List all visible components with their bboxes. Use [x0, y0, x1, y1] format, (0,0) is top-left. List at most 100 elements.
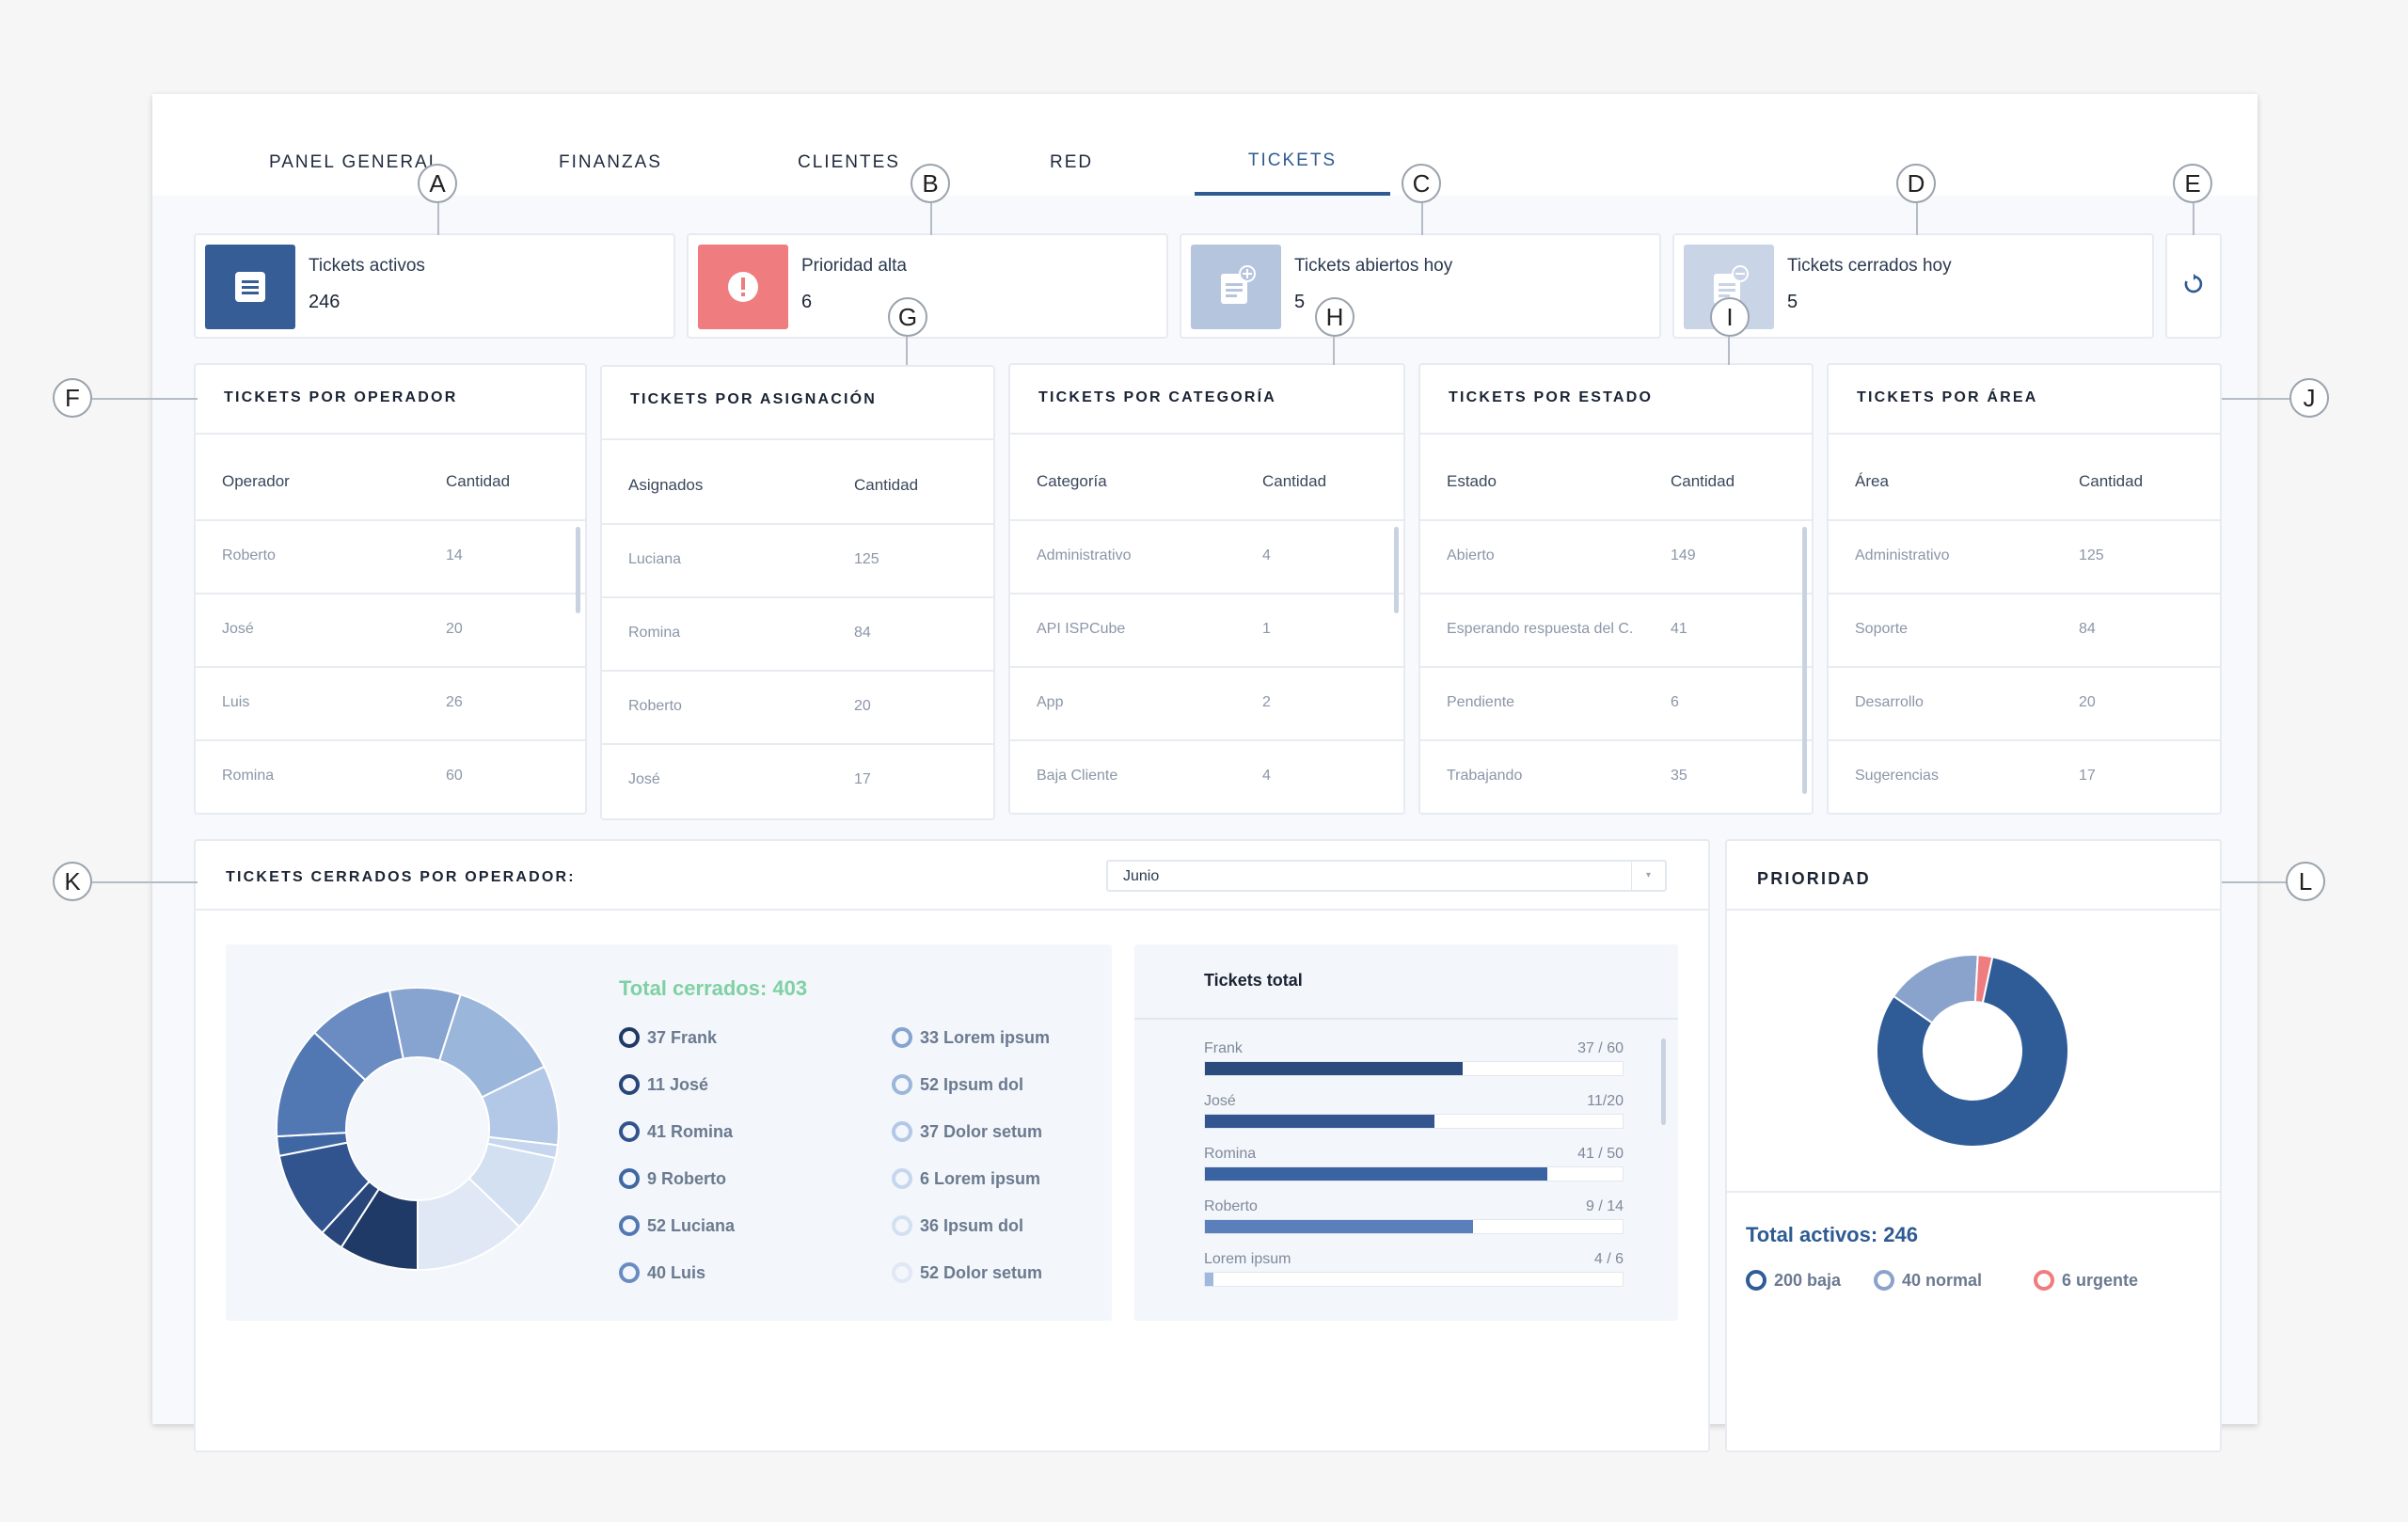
progress-bar-fill [1205, 1115, 1435, 1128]
progress-bar-fill [1205, 1062, 1463, 1075]
callout-label: A [418, 164, 457, 203]
scrollbar[interactable] [1661, 1038, 1666, 1125]
tab-clientes[interactable]: CLIENTES [798, 152, 900, 172]
legend-item: 200 baja [1746, 1270, 1841, 1291]
legend-item: 6 urgente [2034, 1270, 2138, 1291]
document-plus-icon [1191, 245, 1281, 329]
legend-item: 52 Luciana [619, 1215, 735, 1236]
table-row: José 17 [602, 743, 993, 816]
callout-label: G [888, 297, 927, 337]
bar-value: 41 / 50 [1577, 1146, 1624, 1162]
stat-value: 5 [1294, 292, 1306, 312]
bar-value: 37 / 60 [1577, 1040, 1624, 1056]
legend-item: 37 Frank [619, 1027, 717, 1048]
table-row: Luciana 125 [602, 523, 993, 596]
stat-card-active: Tickets activos 246 [194, 233, 675, 339]
callout-label: E [2173, 164, 2212, 203]
tab-tickets[interactable]: TICKETS [1195, 139, 1390, 196]
table-row: Luis 26 [196, 666, 585, 739]
panel-priority: PRIORIDAD Total activos: 246 200 baja 40… [1725, 839, 2222, 1452]
total-active: Total activos: 246 [1746, 1223, 1918, 1246]
panel-title: TICKETS CERRADOS POR OPERADOR: [226, 869, 576, 885]
progress-bar [1204, 1061, 1624, 1076]
panel-closed-by-operator: TICKETS CERRADOS POR OPERADOR: Junio ▾ T… [194, 839, 1710, 1452]
closed-donut-section: Total cerrados: 403 37 Frank 11 José 41 … [226, 944, 1112, 1321]
table-row: José 20 [196, 593, 585, 666]
month-select[interactable]: Junio ▾ [1106, 860, 1667, 892]
panel-title: PRIORIDAD [1757, 869, 1871, 888]
scrollbar[interactable] [576, 527, 580, 613]
callout-label: H [1315, 297, 1354, 337]
legend-ring-icon [619, 1027, 640, 1048]
table-row: Romina 84 [602, 596, 993, 670]
legend-item: 52 Dolor setum [892, 1262, 1042, 1283]
progress-bar [1204, 1166, 1624, 1181]
tab-bar: PANEL GENERAL FINANZAS CLIENTES RED TICK… [152, 94, 2258, 196]
legend-ring-icon [2034, 1270, 2054, 1291]
callout-label: C [1402, 164, 1441, 203]
table-tickets-by-assignment: TICKETS POR ASIGNACIÓN Asignados Cantida… [600, 365, 995, 820]
table-row: Pendiente 6 [1420, 666, 1812, 739]
table-row: App 2 [1010, 666, 1403, 739]
legend-item: 9 Roberto [619, 1168, 726, 1189]
callout-label: K [53, 862, 92, 901]
progress-bar-fill [1205, 1220, 1474, 1233]
donut-slice-urgente [1973, 954, 1994, 1005]
legend-item: 41 Romina [619, 1121, 733, 1142]
legend-ring-icon [892, 1027, 912, 1048]
table-row: Abierto 149 [1420, 519, 1812, 593]
progress-bar [1204, 1272, 1624, 1287]
stat-card-high-priority: Prioridad alta 6 [687, 233, 1168, 339]
tab-red[interactable]: RED [1050, 152, 1094, 172]
scrollbar[interactable] [1394, 527, 1399, 613]
stat-label: Tickets cerrados hoy [1787, 256, 1952, 276]
bar-value: 11/20 [1587, 1093, 1624, 1109]
legend-item: 40 normal [1874, 1270, 1982, 1291]
legend-ring-icon [892, 1121, 912, 1142]
panel-title: TICKETS POR ASIGNACIÓN [630, 391, 878, 407]
legend-ring-icon [892, 1074, 912, 1095]
alert-icon [698, 245, 788, 329]
refresh-button[interactable] [2165, 233, 2222, 339]
stat-card-opened-today: Tickets abiertos hoy 5 [1180, 233, 1661, 339]
tickets-total-title: Tickets total [1204, 971, 1303, 990]
month-select-value: Junio [1123, 868, 1160, 884]
column-header: Estado [1447, 472, 1497, 490]
donut-slice-baja [1876, 956, 2069, 1148]
column-header: Área [1855, 472, 1889, 490]
legend-item: 33 Lorem ipsum [892, 1027, 1050, 1048]
legend-ring-icon [619, 1074, 640, 1095]
progress-bar [1204, 1219, 1624, 1234]
table-row: Administrativo 4 [1010, 519, 1403, 593]
column-header: Cantidad [1671, 472, 1735, 490]
legend-item: 6 Lorem ipsum [892, 1168, 1040, 1189]
stat-label: Tickets abiertos hoy [1294, 256, 1453, 276]
progress-bar-fill [1205, 1273, 1213, 1286]
column-header: Cantidad [854, 476, 919, 494]
donut-slice-dolor-setum-11 [417, 1177, 521, 1272]
legend-item: 52 Ipsum dol [892, 1074, 1023, 1095]
tab-panel-general[interactable]: PANEL GENERAL [269, 152, 441, 172]
legend-ring-icon [619, 1168, 640, 1189]
scrollbar[interactable] [1802, 527, 1807, 794]
table-row: Baja Cliente 4 [1010, 739, 1403, 813]
bar-label: Lorem ipsum [1204, 1251, 1291, 1267]
column-header: Asignados [628, 476, 704, 494]
progress-bar-fill [1205, 1167, 1548, 1181]
stat-label: Prioridad alta [801, 256, 907, 276]
legend-ring-icon [619, 1121, 640, 1142]
column-header: Cantidad [446, 472, 511, 490]
legend-ring-icon [619, 1215, 640, 1236]
legend-ring-icon [892, 1168, 912, 1189]
stat-value: 5 [1787, 292, 1798, 312]
legend-ring-icon [1746, 1270, 1766, 1291]
tab-finanzas[interactable]: FINANZAS [559, 152, 662, 172]
legend-ring-icon [892, 1262, 912, 1283]
bar-label: Frank [1204, 1040, 1243, 1056]
bar-label: Romina [1204, 1146, 1257, 1162]
refresh-icon [2183, 273, 2204, 299]
table-row: Soporte 84 [1829, 593, 2220, 666]
table-row: Roberto 20 [602, 670, 993, 743]
chevron-down-icon: ▾ [1631, 862, 1665, 890]
legend-ring-icon [1874, 1270, 1894, 1291]
